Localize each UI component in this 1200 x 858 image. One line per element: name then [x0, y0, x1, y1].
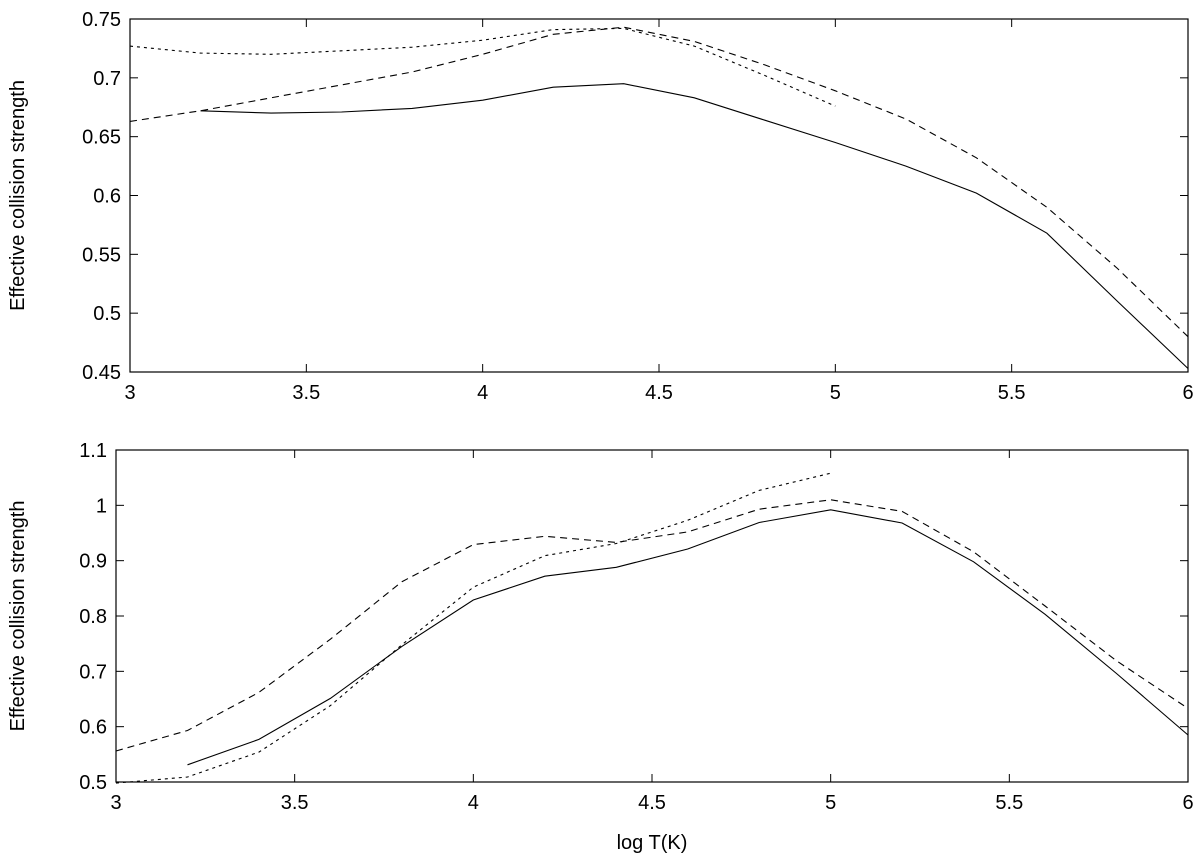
series-line-solid — [187, 509, 1189, 766]
plot-frame — [115, 449, 1189, 783]
x-tick-label: 5.5 — [995, 792, 1023, 814]
x-tick-label: 4 — [477, 382, 488, 404]
x-tick-label: 6 — [1182, 382, 1193, 404]
x-axis-label: log T(K) — [617, 832, 688, 854]
plot-frame — [129, 18, 1189, 373]
series-line-dashed — [129, 26, 1189, 338]
y-tick-label: 0.5 — [79, 772, 107, 794]
x-tick-label: 3.5 — [281, 792, 309, 814]
y-axis-label: Effective collision strength — [7, 501, 29, 732]
x-tick-label: 5 — [825, 792, 836, 814]
y-tick-label: 0.9 — [79, 551, 107, 573]
series-line-dotted — [115, 472, 831, 784]
x-tick-label: 4.5 — [638, 792, 666, 814]
y-axis-label: Effective collision strength — [7, 80, 29, 311]
series-line-solid — [200, 83, 1189, 369]
y-tick-label: 0.55 — [82, 244, 121, 266]
bottom-panel: 3 3.5 4 4.5 5 5.5 6 0.5 0.6 0.7 0.8 0.9 1 1.1 Effectiv… — [7, 440, 1194, 814]
y-tick-label: 0.7 — [79, 661, 107, 683]
x-tick-label: 5.5 — [998, 382, 1026, 404]
y-tick-label: 0.5 — [93, 303, 121, 325]
y-tick-label: 0.75 — [82, 9, 121, 31]
y-tick-label: 0.65 — [82, 127, 121, 149]
y-tick-label: 1.1 — [79, 440, 107, 462]
x-tick-label: 6 — [1182, 792, 1193, 814]
top-panel: 3 3.5 4 4.5 5 5.5 6 0.45 0.5 0.55 0.6 0.65 0.7 0.75 Ef… — [7, 9, 1194, 404]
x-tick-label: 5 — [830, 382, 841, 404]
series-line-dashed — [115, 499, 1189, 752]
y-tick-label: 0.6 — [93, 186, 121, 208]
series-line-dotted — [129, 27, 836, 107]
y-tick-label: 0.6 — [79, 717, 107, 739]
x-tick-label: 4 — [468, 792, 479, 814]
y-tick-label: 0.8 — [79, 606, 107, 628]
x-tick-label: 3 — [110, 792, 121, 814]
y-tick-label: 1 — [96, 495, 107, 517]
x-tick-label: 3.5 — [292, 382, 320, 404]
y-tick-label: 0.45 — [82, 362, 121, 384]
y-tick-label: 0.7 — [93, 68, 121, 90]
x-tick-label: 4.5 — [645, 382, 673, 404]
x-tick-label: 3 — [124, 382, 135, 404]
